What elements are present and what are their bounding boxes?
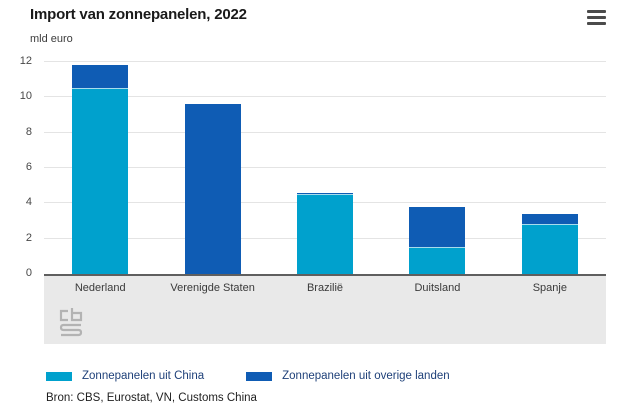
gridline-10 (44, 96, 606, 98)
y-tick-label-6: 6 (25, 161, 32, 173)
bars-container (44, 62, 606, 274)
hamburger-bar (587, 10, 606, 13)
y-axis-tick-labels: 0 2 4 6 8 10 12 (0, 55, 38, 279)
bar-slot-duitsland (381, 62, 493, 274)
plot-area (44, 61, 606, 276)
cbs-logo-icon (59, 308, 83, 337)
bar-segment-china[interactable] (72, 88, 129, 274)
hamburger-bar (587, 16, 606, 19)
legend: Zonnepanelen uit China Zonnepanelen uit o… (46, 370, 450, 382)
x-axis-label-verenigde-staten: Verenigde Staten (170, 282, 255, 294)
bar-segment-overige-landen[interactable] (72, 64, 129, 88)
bar-segment-china[interactable] (297, 195, 354, 274)
stacked-bar-nederland (72, 64, 129, 274)
source-text: Bron: CBS, Eurostat, VN, Customs China (46, 392, 257, 404)
y-tick-label-8: 8 (25, 125, 32, 138)
bar-segment-china[interactable] (521, 224, 578, 274)
y-tick-label-0: 0 (25, 267, 32, 279)
y-axis-unit-label: mld euro (30, 33, 73, 45)
bar-segment-overige-landen[interactable] (409, 206, 466, 248)
stacked-bar-spanje (521, 213, 578, 274)
stacked-bar-brazilië (297, 192, 354, 274)
legend-swatch (246, 371, 273, 381)
bar-segment-china[interactable] (409, 248, 466, 274)
chart-title: Import van zonnepanelen, 2022 (30, 6, 247, 23)
hamburger-menu-icon[interactable] (587, 9, 609, 26)
x-axis-label-duitsland: Duitsland (414, 282, 461, 294)
segment-separator (409, 247, 466, 249)
legend-item-zonnepanelen-uit-overige-landen[interactable]: Zonnepanelen uit overige landen (246, 370, 450, 382)
legend-swatch (46, 371, 72, 381)
stacked-bar-verenigde-staten (184, 104, 241, 274)
bar-slot-verenigde-staten (156, 62, 268, 274)
bar-slot-nederland (44, 62, 156, 274)
x-axis-label-spanje: Spanje (532, 282, 567, 294)
legend-label: Zonnepanelen uit overige landen (282, 370, 450, 382)
y-tick-label-4: 4 (25, 196, 32, 209)
segment-separator (72, 87, 129, 89)
bar-segment-overige-landen[interactable] (184, 104, 241, 274)
hamburger-bar (587, 22, 606, 25)
legend-item-zonnepanelen-uit-china[interactable]: Zonnepanelen uit China (46, 370, 204, 382)
bar-slot-brazilië (269, 62, 381, 274)
legend-label: Zonnepanelen uit China (82, 370, 205, 382)
gridline-8 (44, 131, 606, 133)
x-axis-label-brazilië: Brazilië (306, 282, 344, 294)
segment-separator (521, 223, 578, 225)
stacked-bar-duitsland (409, 206, 466, 274)
y-tick-label-12: 12 (19, 55, 32, 67)
y-tick-label-10: 10 (19, 90, 32, 103)
gridline-12 (44, 61, 606, 62)
bar-segment-overige-landen[interactable] (521, 213, 578, 224)
bar-slot-spanje (494, 62, 606, 274)
gridline-6 (44, 167, 606, 168)
category-axis-band: Nederland Verenigde Staten Brazilië Duitsla… (44, 276, 606, 344)
bar-segment-overige-landen[interactable] (297, 192, 354, 195)
x-axis-labels: Nederland Verenigde Staten Brazilië Duitsla… (44, 276, 606, 294)
x-axis-label-nederland: Nederland (74, 282, 126, 294)
segment-separator (297, 194, 354, 196)
y-tick-label-2: 2 (25, 231, 32, 244)
